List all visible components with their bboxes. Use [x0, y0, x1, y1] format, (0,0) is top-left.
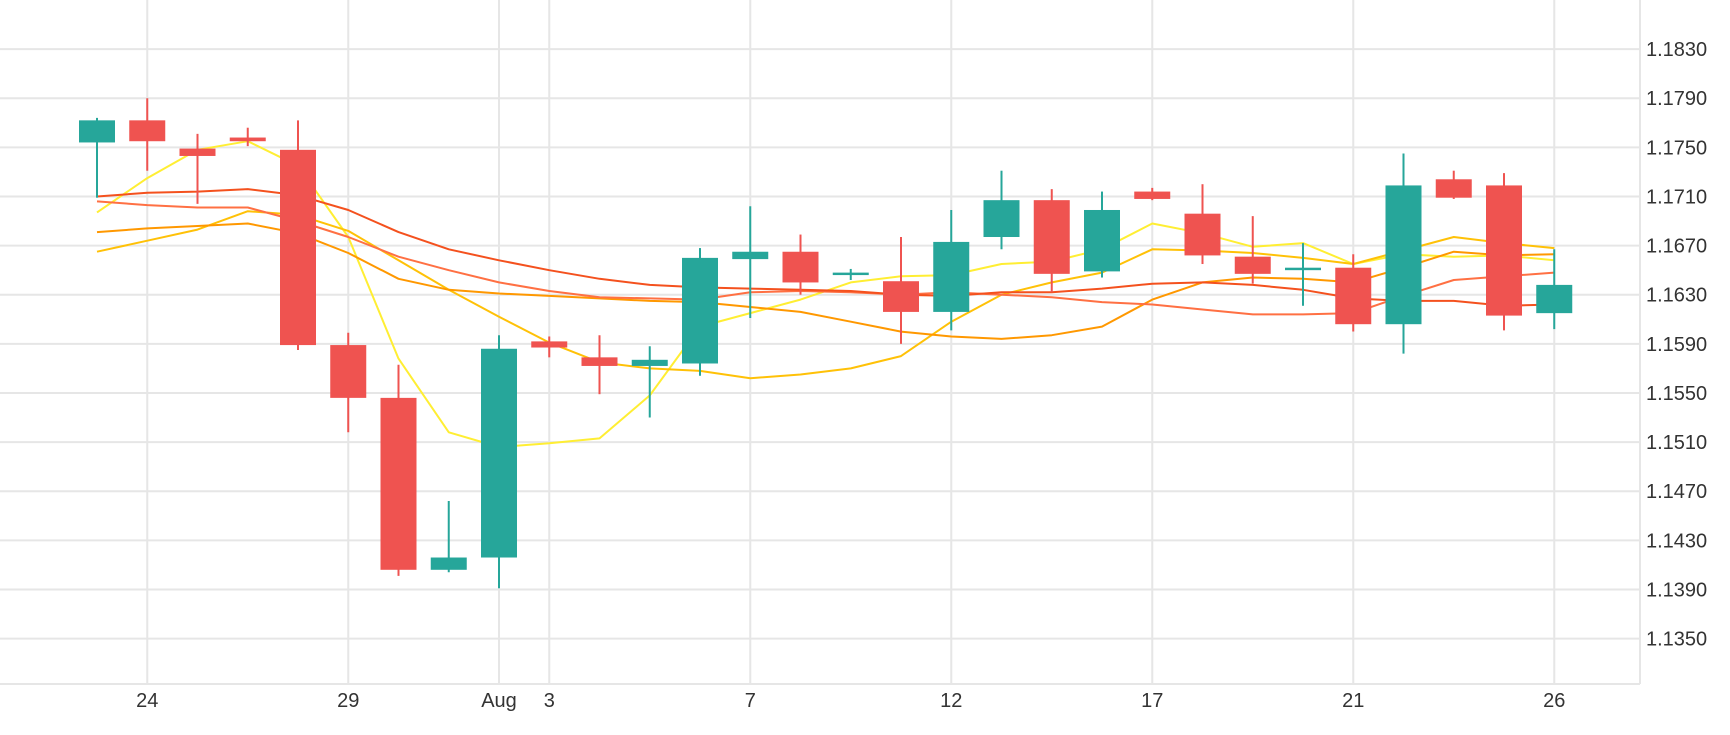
candle-body [531, 341, 568, 348]
candle-body [883, 281, 919, 312]
y-tick-label: 1.1630 [1646, 285, 1707, 307]
y-tick-label: 1.1350 [1646, 629, 1707, 651]
candle-body [1033, 200, 1070, 274]
candle-body [631, 359, 668, 366]
candle-body [1385, 185, 1422, 325]
y-tick-label: 1.1790 [1646, 88, 1707, 110]
x-tick-label: 17 [1141, 690, 1163, 712]
grid [0, 0, 1640, 684]
x-tick-label: 26 [1543, 690, 1565, 712]
y-tick-label: 1.1510 [1646, 432, 1707, 454]
candle [1536, 249, 1573, 330]
candle-body [229, 137, 266, 142]
x-tick-label: 29 [337, 690, 359, 712]
candle [933, 209, 970, 331]
candle [732, 206, 769, 319]
y-tick-label: 1.1750 [1646, 137, 1707, 159]
y-tick-label: 1.1710 [1646, 186, 1707, 208]
candle [631, 346, 668, 418]
y-tick-label: 1.1390 [1646, 579, 1707, 601]
y-tick-label: 1.1470 [1646, 481, 1707, 503]
x-tick-label: Aug [481, 690, 517, 712]
candle [430, 501, 467, 573]
candle-body [1184, 213, 1221, 256]
candle [531, 336, 568, 358]
candle [179, 133, 216, 204]
candle [79, 117, 115, 198]
candle [1335, 254, 1372, 332]
candle [380, 364, 417, 576]
candle-body [1435, 179, 1472, 198]
candles [79, 98, 1573, 589]
candle-body [129, 120, 166, 142]
candle [1385, 153, 1422, 354]
candle-body [1536, 284, 1573, 314]
candle [983, 170, 1020, 250]
candle [1184, 184, 1221, 265]
series-line-3 [96, 222, 1555, 340]
x-tick-label: 24 [136, 690, 158, 712]
candle-body [581, 357, 618, 366]
x-tick-label: 21 [1342, 690, 1364, 712]
axes: 1.1830 1.1790 1.1750 1.1710 1.1670 1.1630 1.15… [0, 0, 1707, 712]
candle [1486, 173, 1522, 331]
moving-average-lines [96, 140, 1555, 448]
y-tick-label: 1.1830 [1646, 39, 1707, 61]
series-line-4 [96, 200, 1555, 316]
y-tick-label: 1.1430 [1646, 530, 1707, 552]
candle-body [380, 397, 417, 570]
candle-body [782, 251, 819, 283]
candle-body [1084, 209, 1120, 272]
x-tick-label: 3 [544, 690, 555, 712]
candle [682, 248, 718, 376]
y-tick-label: 1.1550 [1646, 383, 1707, 405]
candle [1285, 243, 1321, 306]
candle [832, 268, 869, 280]
candle [129, 98, 166, 171]
candle [481, 335, 517, 589]
candle-body [79, 120, 115, 143]
candle [1134, 187, 1171, 201]
candle-body [732, 251, 769, 260]
series-line-2 [96, 210, 1555, 380]
candle [581, 335, 618, 395]
candle [1033, 189, 1070, 293]
candle-body [179, 148, 216, 156]
candle [1084, 191, 1120, 278]
candle [330, 332, 367, 433]
candle-body [1134, 191, 1171, 199]
candle-body [983, 200, 1020, 238]
candle-body [330, 345, 367, 398]
candle [883, 237, 919, 344]
y-tick-label: 1.1670 [1646, 236, 1707, 258]
x-tick-label: 7 [745, 690, 756, 712]
candle [229, 127, 266, 147]
candle [1234, 216, 1271, 284]
candle-body [682, 257, 718, 364]
x-tick-label: 12 [940, 690, 962, 712]
candle-body [1234, 256, 1271, 274]
series-line-5 [96, 188, 1555, 307]
y-tick-label: 1.1590 [1646, 334, 1707, 356]
candle-body [280, 149, 316, 346]
candle-body [1285, 267, 1321, 271]
candle-body [481, 348, 517, 558]
candle-body [1335, 267, 1372, 325]
candle [280, 120, 316, 350]
candle-body [430, 557, 467, 570]
candle-body [1486, 185, 1522, 316]
candle-body [832, 272, 869, 276]
candle [782, 234, 819, 295]
candle-body [933, 241, 970, 312]
candle [1435, 170, 1472, 199]
